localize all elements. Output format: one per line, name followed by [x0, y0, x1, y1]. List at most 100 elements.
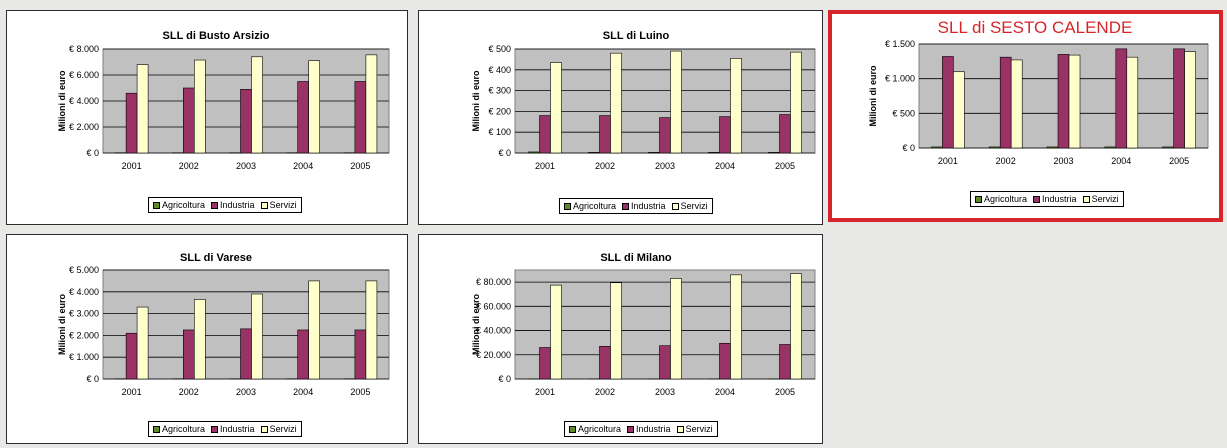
y-tick-label: € 1.500 — [885, 39, 915, 49]
chart-svg: SLL di SESTO CALENDE € 0 € 500 € 1.000 € 1.5… — [868, 18, 1209, 166]
legend-item-industria: Industria — [211, 424, 255, 434]
bar-agricoltura-2004 — [1104, 146, 1117, 149]
bar-servizi-2005 — [365, 280, 378, 380]
bar-agricoltura-2002 — [988, 146, 1001, 149]
x-tick-label: 2002 — [595, 387, 615, 397]
chart-panel-luino: SLL di Luino € 0 € 100 € 200 € 300 € 400 € 500… — [418, 10, 823, 225]
bar-industria-2003 — [1057, 54, 1070, 149]
y-axis-label: Milioni di euro — [57, 70, 67, 131]
legend-item-industria: Industria — [1033, 194, 1077, 204]
chart-legend: Agricoltura Industria Servizi — [564, 421, 718, 437]
chart-svg: SLL di Milano € 0 € 20.000 € 40.000 € 60.000… — [471, 252, 816, 397]
x-tick-label: 2001 — [535, 161, 555, 171]
legend-item-servizi: Servizi — [1082, 194, 1119, 204]
legend-item-agricoltura: Agricoltura — [153, 200, 205, 210]
x-tick-label: 2004 — [715, 161, 735, 171]
legend-swatch — [676, 425, 684, 433]
legend-item-agricoltura: Agricoltura — [564, 201, 616, 211]
y-axis-label: Milioni di euro — [868, 65, 878, 126]
y-tick-label: € 500 — [488, 44, 511, 54]
bar-agricoltura-2005 — [1162, 146, 1174, 149]
bar-industria-2002 — [183, 329, 195, 380]
legend-label: Servizi — [269, 200, 297, 210]
y-tick-label: € 6.000 — [69, 70, 99, 80]
x-tick-label: 2003 — [236, 387, 256, 397]
bar-servizi-2004 — [1126, 56, 1139, 149]
bar-industria-2004 — [297, 329, 310, 380]
bar-industria-2004 — [1115, 48, 1128, 149]
bar-agricoltura-2005 — [768, 152, 780, 154]
chart-legend: Agricoltura Industria Servizi — [970, 191, 1124, 207]
legend-label: Agricoltura — [573, 201, 617, 211]
y-tick-label: € 200 — [488, 106, 511, 116]
y-tick-label: € 500 — [892, 108, 915, 118]
chart-svg: SLL di Varese € 0 € 1.000 € 2.000 € 3.000 € 4… — [57, 252, 390, 397]
chart-panel-varese: SLL di Varese € 0 € 1.000 € 2.000 € 3.000 € 4… — [6, 234, 408, 444]
x-tick-label: 2004 — [715, 387, 735, 397]
legend-item-servizi: Servizi — [671, 201, 708, 211]
y-tick-label: € 4.000 — [69, 96, 99, 106]
bar-industria-2003 — [240, 89, 252, 154]
legend-item-industria: Industria — [627, 424, 671, 434]
bar-industria-2002 — [999, 56, 1012, 149]
y-tick-label: € 400 — [488, 65, 511, 75]
legend-label: Servizi — [680, 201, 708, 211]
chart-legend: Agricoltura Industria Servizi — [148, 197, 302, 213]
bar-servizi-2003 — [1068, 54, 1081, 149]
bar-industria-2005 — [779, 114, 791, 154]
bar-servizi-2002 — [194, 299, 206, 380]
bar-servizi-2003 — [251, 293, 263, 380]
y-tick-label: € 0 — [86, 374, 99, 384]
legend-swatch — [211, 425, 219, 433]
legend-label: Industria — [636, 424, 671, 434]
legend-label: Agricoltura — [162, 200, 206, 210]
legend-label: Servizi — [685, 424, 713, 434]
legend-label: Industria — [220, 200, 255, 210]
y-tick-label: € 8.000 — [69, 44, 99, 54]
x-tick-label: 2001 — [938, 156, 958, 166]
bar-agricoltura-2001 — [528, 151, 540, 154]
chart-title: SLL di SESTO CALENDE — [938, 18, 1133, 37]
bar-industria-2001 — [125, 332, 138, 380]
chart-legend: Agricoltura Industria Servizi — [559, 198, 713, 214]
legend-label: Industria — [1042, 194, 1077, 204]
y-tick-label: € 0 — [498, 374, 511, 384]
bar-industria-2002 — [599, 115, 611, 154]
bar-industria-2001 — [539, 347, 551, 380]
y-tick-label: € 2.000 — [69, 122, 99, 132]
bar-industria-2004 — [297, 81, 310, 154]
x-tick-label: 2003 — [655, 161, 675, 171]
bar-servizi-2005 — [790, 51, 802, 154]
legend-swatch — [153, 425, 160, 433]
legend-item-industria: Industria — [622, 201, 666, 211]
bar-servizi-2001 — [136, 306, 149, 380]
x-tick-label: 2003 — [236, 161, 256, 171]
legend-swatch — [975, 195, 982, 203]
bar-servizi-2003 — [670, 278, 682, 380]
y-tick-label: € 5.000 — [69, 265, 99, 275]
chart-title: SLL di Varese — [180, 252, 252, 264]
legend-item-servizi: Servizi — [260, 200, 297, 210]
chart-legend: Agricoltura Industria Servizi — [148, 421, 302, 437]
legend-label: Servizi — [1091, 194, 1119, 204]
legend-label: Industria — [220, 424, 255, 434]
legend-swatch — [622, 202, 630, 210]
x-tick-label: 2005 — [1169, 156, 1189, 166]
bar-servizi-2002 — [610, 52, 622, 154]
y-tick-label: € 40.000 — [476, 326, 511, 336]
x-tick-label: 2005 — [350, 387, 370, 397]
legend-label: Agricoltura — [578, 424, 622, 434]
bar-industria-2005 — [1173, 48, 1185, 149]
bar-servizi-2001 — [550, 284, 562, 380]
legend-swatch — [211, 201, 219, 209]
y-tick-label: € 300 — [488, 86, 511, 96]
bar-servizi-2001 — [953, 71, 965, 149]
bar-industria-2005 — [779, 344, 791, 380]
chart-svg: SLL di Busto Arsizio € 0 € 2.000 € 4.000 € 6… — [57, 30, 390, 171]
bar-industria-2005 — [354, 329, 367, 380]
chart-panel-busto-arsizio: SLL di Busto Arsizio € 0 € 2.000 € 4.000 € 6… — [6, 10, 408, 225]
x-tick-label: 2002 — [179, 387, 199, 397]
legend-label: Servizi — [269, 424, 297, 434]
chart-panel-sesto-calende: SLL di SESTO CALENDE € 0 € 500 € 1.000 € 1.5… — [828, 10, 1223, 222]
bar-servizi-2002 — [194, 59, 206, 154]
